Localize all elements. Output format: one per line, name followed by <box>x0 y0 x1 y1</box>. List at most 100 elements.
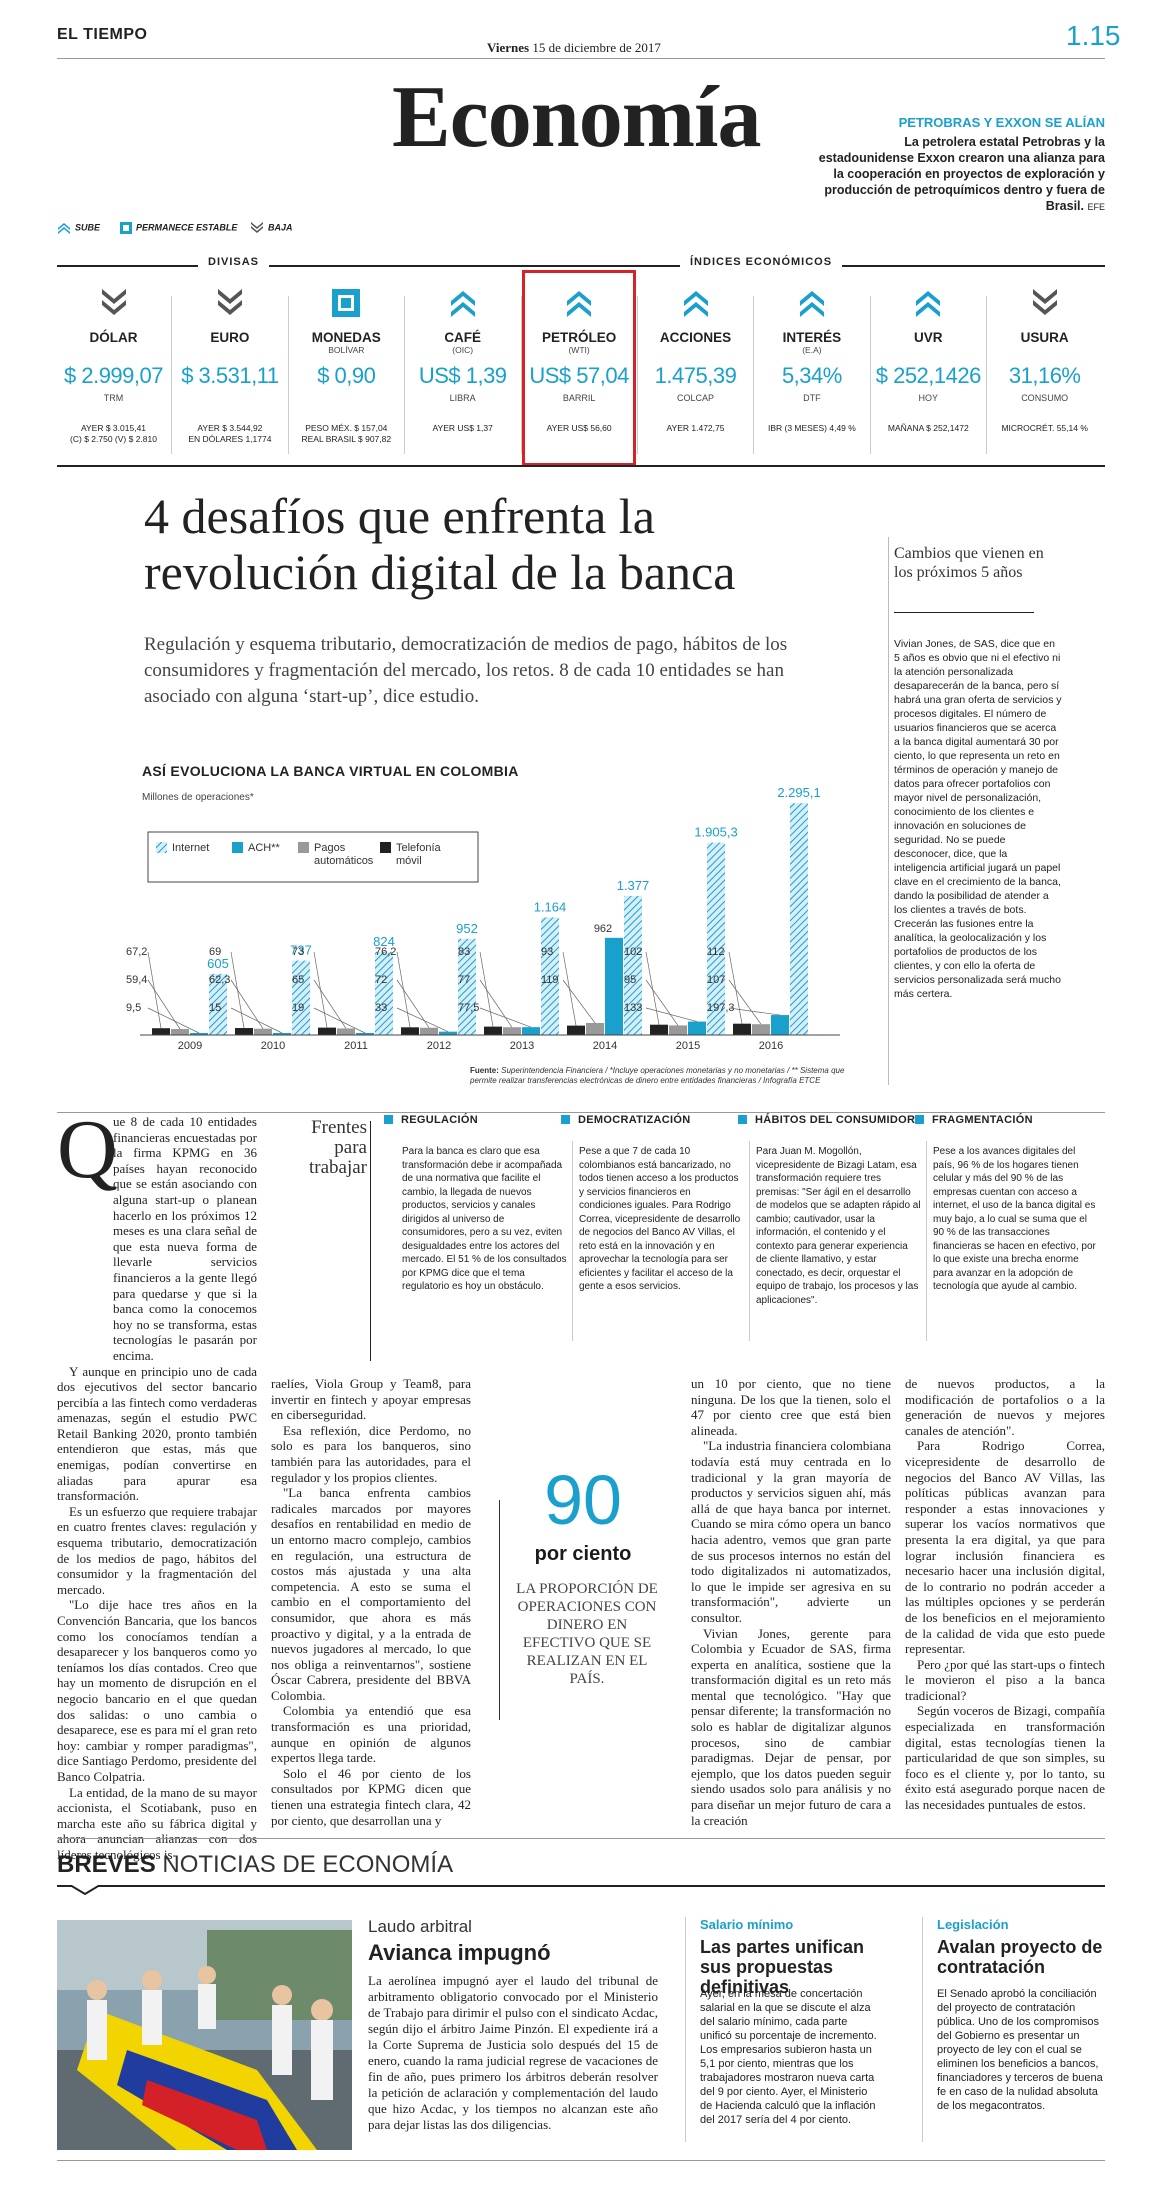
square-bullet-icon <box>384 1115 393 1124</box>
indicator-name: EURO <box>210 330 250 345</box>
bar-label-2010-s2: 62,3 <box>209 974 230 986</box>
body-paragraph: La entidad, de la mano de su mayor accio… <box>57 1784 257 1862</box>
front-separator <box>926 1141 927 1341</box>
leader-line-2016-s3 <box>728 951 743 1024</box>
chevron-up-icon <box>872 288 985 328</box>
breves-label-bold: BREVES <box>57 1851 156 1878</box>
legend-swatch-1 <box>232 842 243 853</box>
indicator-footnote: AYER 1.472,75 <box>639 423 752 434</box>
article-deck: Regulación y esquema tributario, democra… <box>144 634 788 707</box>
fronts-top-rule <box>57 1112 1105 1113</box>
body-paragraph: "La industria financiera colombiana toda… <box>691 1438 891 1625</box>
indicator-subtitle <box>639 345 752 357</box>
indicator-name: CAFÉ <box>444 330 482 345</box>
news3-text: El Senado aprobó la conciliación del pro… <box>937 1988 1103 2112</box>
bar-2014-s1 <box>605 937 623 1035</box>
chart-legend: Internet ACH** Pagos automáticos Telefonía mó… <box>147 831 479 883</box>
chevron-up-icon <box>755 288 868 328</box>
chart-source-label: Fuente: <box>470 1066 499 1075</box>
promo-headline[interactable]: PETROBRAS Y EXXON SE ALÍAN <box>898 115 1105 130</box>
news1-headline[interactable]: Avianca impugnó <box>368 1940 551 1965</box>
indicator-euro: EURO $ 3.531,11 AYER $ 3.544,92 EN DÓLARES … <box>173 288 286 444</box>
indicator-dólar: DÓLAR $ 2.999,07 TRM AYER $ 3.015,41 (C) $ 2… <box>57 288 170 444</box>
indicator-unit: CONSUMO <box>1021 393 1069 403</box>
legend-label-3: Telefonía móvil <box>396 842 442 867</box>
bar-label-2013-s0: 1.164 <box>534 899 567 914</box>
bar-2013-s3 <box>484 1026 502 1035</box>
bar-2009-s1 <box>190 1033 208 1035</box>
x-tick-2014: 2014 <box>593 1040 617 1052</box>
indicator-separator <box>287 296 289 454</box>
indicator-subtitle <box>57 345 170 357</box>
legend-stable: PERMANECE ESTABLE <box>120 222 237 234</box>
indicator-footnote: IBR (3 MESES) 4,49 % <box>755 423 868 434</box>
front-text-regulacion: Para la banca es claro que esa transform… <box>402 1146 567 1292</box>
news2-kicker: Salario mínimo <box>700 1917 794 1932</box>
body-paragraph: Solo el 46 por ciento de los consultados… <box>271 1765 471 1828</box>
indicator-footnote: AYER US$ 56,60 <box>523 423 636 434</box>
body-paragraph: Pero ¿por qué las start-ups o fintech le… <box>905 1656 1105 1703</box>
bar-label-2011-s3: 73 <box>292 946 304 958</box>
indicator-foot-line: EN DÓLARES 1,1774 <box>188 434 272 444</box>
leader-line-2013-s2 <box>479 979 513 1028</box>
chart-title: ASÍ EVOLUCIONA LA BANCA VIRTUAL EN COLOM… <box>142 763 519 779</box>
bar-2015-s1 <box>688 1021 706 1035</box>
indicator-foot-line: IBR (3 MESES) 4,49 % <box>767 423 856 433</box>
legend-label-1: ACH** <box>248 842 281 854</box>
indicator-unit: DTF <box>803 393 821 403</box>
front-text-habitos: Para Juan M. Mogollón, vicepresidente de… <box>756 1146 921 1306</box>
bar-label-2012-s1: 33 <box>375 1002 387 1014</box>
bar-label-2012-s2: 72 <box>375 974 387 986</box>
chevron-up-icon <box>639 288 752 328</box>
indicator-footnote: MAÑANA $ 252,1472 <box>872 423 985 434</box>
bar-2014-s2 <box>586 1022 604 1035</box>
promo-text: La petrolera estatal Petrobras y la esta… <box>812 134 1105 215</box>
bar-label-2015-s0: 1.905,3 <box>694 825 737 840</box>
body-column-3: un 10 por ciento, que no tiene ninguna. … <box>691 1376 891 1828</box>
indicator-value: US$ 1,39 <box>418 363 507 388</box>
chevron-down-icon <box>173 288 286 328</box>
square-bullet-icon <box>561 1115 570 1124</box>
body-paragraph: Colombia ya entendió que esa transformac… <box>271 1703 471 1766</box>
bar-2012-s2 <box>420 1027 438 1035</box>
bar-label-2016-s2: 107 <box>707 974 725 986</box>
news3-kicker: Legislación <box>937 1917 1009 1932</box>
legend-swatch-3 <box>380 842 391 853</box>
indicator-name: DÓLAR <box>89 330 138 345</box>
bar-2011-s3 <box>318 1027 336 1035</box>
news1-kicker: Laudo arbitral <box>368 1917 472 1936</box>
highlight-box-petroleo <box>522 270 636 466</box>
bar-label-2009-s1: 9,5 <box>126 1002 141 1014</box>
chart-canvas: Internet ACH** Pagos automáticos Telefonía mó… <box>126 785 840 1052</box>
news3-headline[interactable]: Avalan proyecto de contratación <box>937 1937 1103 1977</box>
front-head-regulacion: REGULACIÓN <box>384 1114 478 1126</box>
x-tick-2013: 2013 <box>510 1040 534 1052</box>
indicator-subtitle <box>988 345 1101 357</box>
body-paragraph: de nuevos productos, a la modificación d… <box>905 1376 1105 1438</box>
pullquote-number: 90 <box>544 1461 622 1539</box>
news2-headline[interactable]: Las partes unifican sus propuestas defin… <box>700 1937 865 1997</box>
bar-label-2013-s3: 83 <box>458 946 470 958</box>
bar-2016-s0 <box>790 803 808 1035</box>
body-paragraph: raelíes, Viola Group y Team8, para inver… <box>271 1376 471 1423</box>
leader-line-2012-s1 <box>396 1007 449 1032</box>
indicator-subtitle: (WTI) <box>568 345 590 355</box>
chart-subtitle: Millones de operaciones* <box>142 792 254 803</box>
legend-label-2: Pagos automáticos <box>314 842 374 867</box>
bar-label-2014-s3: 93 <box>541 946 553 958</box>
indicator-petróleo: PETRÓLEO (WTI) US$ 57,04 BARRIL AYER US$ 56,… <box>523 288 636 433</box>
news1-text: La aerolínea impugnó ayer el laudo del t… <box>368 1973 658 2132</box>
indicator-separator <box>520 296 522 454</box>
body-paragraph: un 10 por ciento, que no tiene ninguna. … <box>691 1376 891 1438</box>
indicator-separator <box>986 296 988 454</box>
legend-swatch-0 <box>156 842 167 853</box>
bar-label-2013-s1: 77,5 <box>458 1002 479 1014</box>
legend-up: SUBE <box>57 222 100 234</box>
legend-label-0: Internet <box>172 842 209 854</box>
front-head-fragmentacion: FRAGMENTACIÓN <box>915 1114 1033 1126</box>
bar-label-2014-s2: 119 <box>541 974 559 986</box>
square-icon <box>290 288 403 328</box>
breves-top-rule <box>57 1838 1105 1839</box>
drop-cap: Q <box>57 1103 118 1196</box>
indicator-unit: COLCAP <box>676 393 714 403</box>
